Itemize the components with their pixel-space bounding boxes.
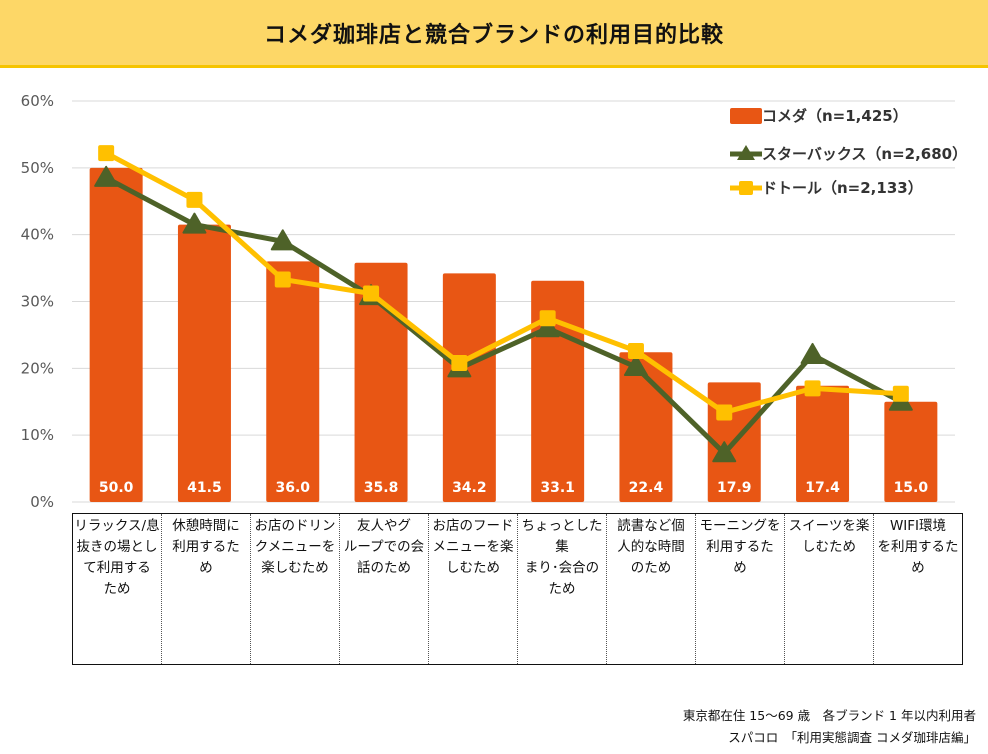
- x-category-label: お店のフード メニューを楽 しむため: [429, 514, 518, 664]
- bar-value-label: 33.1: [540, 480, 575, 496]
- bar-komeda: [531, 280, 585, 502]
- bar-value-label: 50.0: [99, 480, 134, 496]
- legend-label-komeda: コメダ（n=1,425）: [762, 107, 908, 125]
- bar-komeda: [442, 273, 496, 502]
- marker-doutor: [186, 191, 203, 208]
- x-category-label: スイーツを楽 しむため: [785, 514, 874, 664]
- footnote-source: スパコロ 「利用実態調査 コメダ珈琲店編」: [728, 730, 976, 745]
- marker-starbucks: [712, 441, 737, 463]
- bar-komeda: [884, 401, 938, 502]
- title-banner: コメダ珈琲店と競合ブランドの利用目的比較: [0, 0, 988, 68]
- bar-komeda: [354, 262, 408, 502]
- bar-value-label: 35.8: [364, 480, 399, 496]
- marker-starbucks: [270, 229, 295, 251]
- bar-komeda: [89, 167, 143, 502]
- x-category-label: お店のドリン クメニューを 楽しむため: [251, 514, 340, 664]
- x-category-label: 読書など個 人的な時間 のため: [607, 514, 696, 664]
- marker-doutor: [716, 404, 733, 421]
- x-category-label: WIFI環境 を利用するた め: [877, 518, 959, 576]
- y-tick-label: 10%: [21, 426, 54, 444]
- marker-doutor: [451, 354, 468, 371]
- chart-area: 0% 10% 20% 30% 40% 50% 60% 50.0 41.5 36.0 35.8 34.2…: [21, 92, 967, 511]
- bar-value-label: 17.4: [805, 480, 840, 496]
- y-tick-label: 30%: [21, 293, 54, 311]
- x-category-label: 友人やグ ループでの会 話のため: [340, 514, 429, 664]
- legend-label-doutor: ドトール（n=2,133）: [762, 179, 923, 197]
- y-tick-label: 40%: [21, 226, 54, 244]
- footnote-population: 東京都在住 15〜69 歳 各ブランド 1 年以内利用者: [682, 708, 976, 723]
- marker-doutor: [892, 385, 909, 402]
- marker-starbucks: [535, 316, 560, 338]
- legend-swatch-komeda: [730, 108, 762, 124]
- marker-doutor: [539, 310, 556, 327]
- bar-value-label: 17.9: [717, 480, 752, 496]
- x-category-label: モーニングを 利用するた め: [696, 514, 785, 664]
- bar-value-label: 34.2: [452, 480, 487, 496]
- line-doutor: [104, 150, 902, 415]
- x-category-label: 休憩時間に 利用するた め: [162, 514, 251, 664]
- bar-value-label: 22.4: [629, 480, 664, 496]
- marker-doutor: [363, 285, 380, 302]
- y-tick-label: 50%: [21, 159, 54, 177]
- y-tick-label: 20%: [21, 359, 54, 377]
- marker-doutor: [274, 271, 291, 288]
- bar-value-label: 41.5: [187, 480, 222, 496]
- x-category-label: リラックス/息 抜きの場とし て利用する ため: [73, 514, 162, 664]
- marker-starbucks: [623, 354, 648, 376]
- y-tick-label: 0%: [30, 493, 54, 511]
- category-table: リラックス/息 抜きの場とし て利用する ため 休憩時間に 利用するた めお店のド…: [72, 513, 963, 665]
- legend-label-starbucks: スターバックス（n=2,680）: [762, 145, 967, 163]
- bar-komeda: [177, 224, 231, 502]
- bar-komeda: [796, 385, 850, 502]
- x-category-label: ちょっとした集 まり･会合の ため: [518, 514, 607, 664]
- marker-starbucks: [800, 342, 825, 364]
- bar-value-label: 36.0: [275, 480, 310, 496]
- marker-doutor: [98, 145, 115, 162]
- marker-doutor: [804, 380, 821, 397]
- bar-value-label: 15.0: [894, 480, 929, 496]
- chart-title: コメダ珈琲店と競合ブランドの利用目的比較: [263, 22, 724, 48]
- line-starbucks: [104, 175, 903, 456]
- marker-doutor: [627, 342, 644, 359]
- marker-starbucks: [182, 212, 207, 234]
- legend-marker-doutor: [739, 181, 753, 195]
- marker-starbucks: [94, 165, 119, 187]
- bar-komeda: [266, 261, 320, 502]
- legend-marker-starbucks: [737, 145, 755, 160]
- y-tick-label: 60%: [21, 92, 54, 110]
